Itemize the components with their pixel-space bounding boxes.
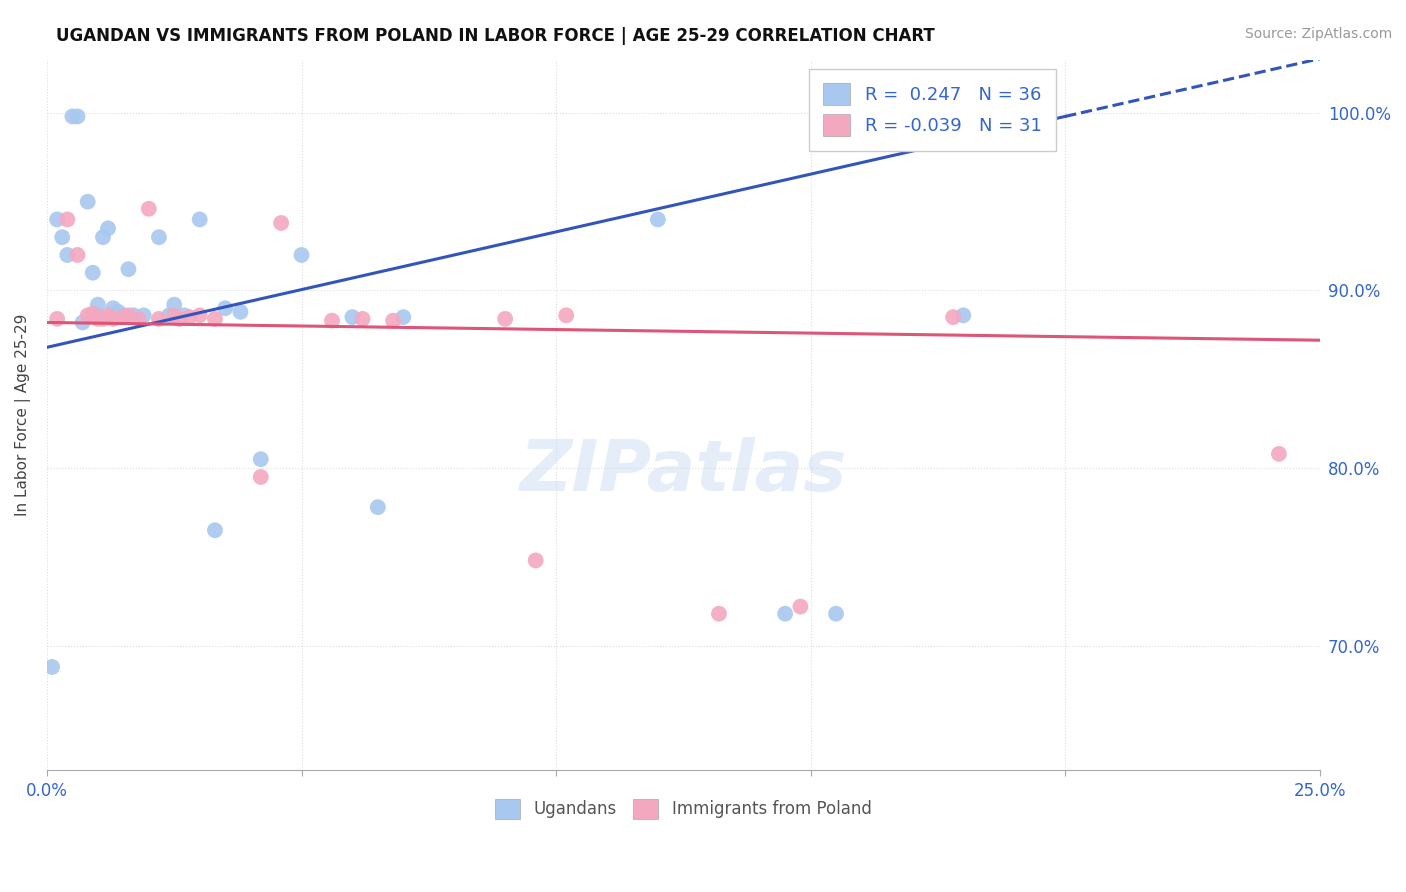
Point: [942, 310, 965, 325]
Y-axis label: In Labor Force | Age 25-29: In Labor Force | Age 25-29: [15, 314, 31, 516]
Point: [647, 212, 669, 227]
Point: [87, 298, 110, 312]
Point: [87, 309, 110, 323]
Point: [66, 110, 89, 124]
Point: [87, 312, 110, 326]
Point: [56, 248, 79, 262]
Point: [91, 230, 114, 244]
Point: [101, 312, 124, 326]
Point: [392, 310, 415, 325]
Point: [82, 266, 104, 280]
Point: [41, 660, 63, 674]
Point: [707, 607, 730, 621]
Point: [188, 309, 211, 323]
Point: [107, 305, 129, 319]
Point: [382, 313, 405, 327]
Point: [1268, 447, 1291, 461]
Point: [179, 310, 201, 325]
Point: [157, 309, 180, 323]
Point: [352, 312, 374, 326]
Point: [112, 310, 135, 325]
Point: [229, 305, 252, 319]
Point: [270, 216, 292, 230]
Point: [163, 298, 186, 312]
Point: [148, 230, 170, 244]
Point: [789, 599, 811, 614]
Point: [249, 470, 271, 484]
Point: [76, 309, 98, 323]
Point: [91, 312, 114, 326]
Point: [138, 202, 160, 216]
Point: [76, 194, 98, 209]
Point: [97, 309, 120, 323]
Point: [290, 248, 312, 262]
Point: [825, 607, 848, 621]
Point: [122, 309, 145, 323]
Point: [51, 230, 73, 244]
Point: [62, 110, 84, 124]
Point: [148, 312, 170, 326]
Point: [367, 500, 389, 515]
Point: [249, 452, 271, 467]
Text: ZIPatlas: ZIPatlas: [520, 437, 846, 506]
Point: [169, 312, 191, 326]
Point: [128, 312, 150, 326]
Point: [66, 248, 89, 262]
Point: [163, 309, 186, 323]
Point: [97, 221, 120, 235]
Point: [82, 307, 104, 321]
Point: [555, 309, 578, 323]
Point: [524, 553, 547, 567]
Point: [117, 262, 139, 277]
Point: [117, 309, 139, 323]
Text: Source: ZipAtlas.com: Source: ZipAtlas.com: [1244, 27, 1392, 41]
Legend: Ugandans, Immigrants from Poland: Ugandans, Immigrants from Poland: [488, 792, 879, 826]
Text: UGANDAN VS IMMIGRANTS FROM POLAND IN LABOR FORCE | AGE 25-29 CORRELATION CHART: UGANDAN VS IMMIGRANTS FROM POLAND IN LAB…: [56, 27, 935, 45]
Point: [204, 312, 226, 326]
Point: [773, 607, 796, 621]
Point: [112, 309, 135, 323]
Point: [188, 212, 211, 227]
Point: [952, 309, 974, 323]
Point: [342, 310, 364, 325]
Point: [204, 523, 226, 537]
Point: [101, 301, 124, 316]
Point: [46, 212, 69, 227]
Point: [132, 309, 155, 323]
Point: [321, 313, 343, 327]
Point: [173, 309, 195, 323]
Point: [56, 212, 79, 227]
Point: [494, 312, 516, 326]
Point: [214, 301, 236, 316]
Point: [46, 312, 69, 326]
Point: [72, 315, 94, 329]
